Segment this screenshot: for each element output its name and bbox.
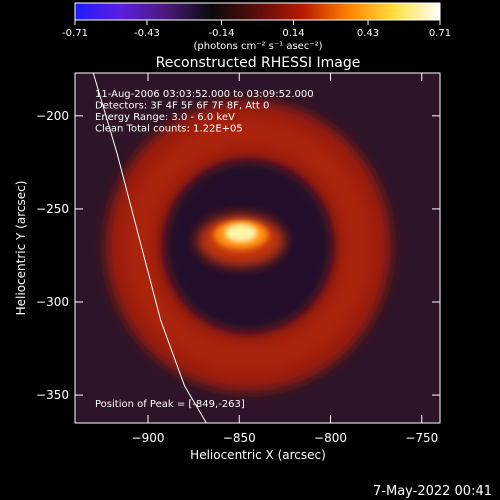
chart-title: Reconstructed RHESSI Image: [156, 55, 361, 71]
x-axis: −900 −850 −800 −750: [132, 73, 438, 445]
x-tick-label: −900: [132, 431, 165, 445]
y-tick-label: −200: [36, 109, 69, 123]
x-tick-label: −800: [314, 431, 347, 445]
colorbar: [74, 2, 441, 21]
annotation-line: Clean Total counts: 1.22E+05: [95, 124, 243, 135]
x-axis-label: Heliocentric X (arcsec): [190, 448, 326, 462]
x-tick-label: −750: [405, 431, 438, 445]
footer-date: 7-May-2022 00:41: [373, 484, 492, 499]
peak-core: [224, 223, 258, 243]
x-tick-label: −850: [223, 431, 256, 445]
colorbar-tick-label: 0.43: [357, 28, 379, 39]
colorbar-tick-label: -0.71: [62, 28, 88, 39]
y-tick-label: −300: [36, 295, 69, 309]
solar-limb-curve: [92, 73, 207, 423]
colorbar-ticks: -0.71 -0.43 -0.14 0.14 0.43 0.71: [62, 20, 451, 39]
y-tick-label: −350: [36, 388, 69, 402]
colorbar-tick-label: -0.14: [209, 28, 235, 39]
plot-frame: [74, 72, 441, 424]
colorbar-tick-label: -0.43: [134, 28, 160, 39]
y-axis-label: Heliocentric Y (arcsec): [14, 181, 28, 316]
peak-position-label: Position of Peak = [-849,-263]: [95, 399, 245, 410]
annotation-line: Detectors: 3F 4F 5F 6F 7F 8F, Att 0: [95, 101, 269, 112]
colorbar-tick-label: 0.14: [282, 28, 304, 39]
colorbar-unit-label: (photons cm⁻² s⁻¹ asec⁻²): [193, 41, 322, 52]
annotation-line: Energy Range: 3.0 - 6.0 keV: [95, 112, 235, 123]
annotation-block: 11-Aug-2006 03:03:52.000 to 03:09:52.000…: [95, 89, 314, 135]
y-tick-label: −250: [36, 202, 69, 216]
colorbar-tick-label: 0.71: [429, 28, 451, 39]
image-layer: [75, 73, 440, 423]
annotation-line: 11-Aug-2006 03:03:52.000 to 03:09:52.000: [95, 89, 314, 100]
y-axis: −200 −250 −300 −350: [36, 109, 440, 402]
